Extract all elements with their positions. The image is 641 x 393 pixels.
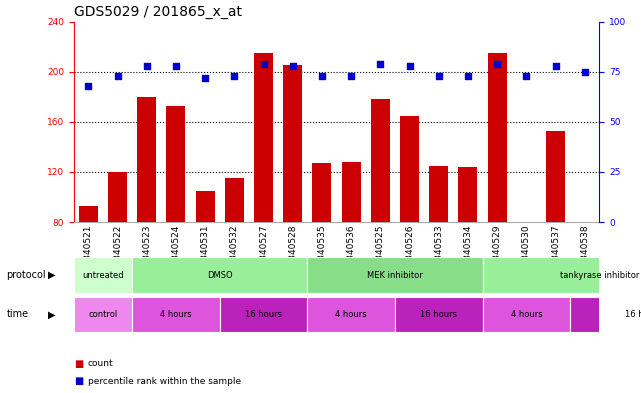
Bar (400, 116, 419, 222)
Bar (132, 257, 307, 293)
Point (463, 73, 473, 79)
Point (346, 73, 356, 79)
Bar (342, 162, 361, 222)
Bar (488, 53, 506, 222)
Text: control: control (88, 310, 117, 319)
Point (258, 61, 269, 67)
Bar (429, 166, 448, 222)
Point (579, 68, 590, 75)
Text: ■: ■ (74, 358, 83, 369)
Text: count: count (88, 359, 113, 368)
Point (404, 62, 415, 69)
Text: 16 hours: 16 hours (420, 310, 457, 319)
Point (492, 61, 503, 67)
Text: MEK inhibitor: MEK inhibitor (367, 271, 423, 279)
Text: ▶: ▶ (48, 270, 56, 280)
Point (521, 73, 531, 79)
Point (200, 75, 210, 81)
Text: untreated: untreated (82, 271, 124, 279)
Bar (108, 172, 127, 222)
Point (288, 62, 298, 69)
Bar (483, 297, 570, 332)
Text: percentile rank within the sample: percentile rank within the sample (88, 377, 241, 386)
Text: 16 hours: 16 hours (245, 310, 282, 319)
Text: time: time (6, 309, 29, 320)
Text: protocol: protocol (6, 270, 46, 280)
Text: 16 hours: 16 hours (624, 310, 641, 319)
Bar (137, 97, 156, 222)
Bar (74, 297, 132, 332)
Bar (570, 297, 641, 332)
Point (433, 73, 444, 79)
Text: 4 hours: 4 hours (335, 310, 367, 319)
Point (229, 73, 240, 79)
Bar (225, 178, 244, 222)
Bar (167, 106, 185, 222)
Text: 4 hours: 4 hours (160, 310, 192, 319)
Bar (458, 167, 478, 222)
Bar (196, 191, 215, 222)
Bar (395, 297, 483, 332)
Bar (74, 257, 132, 293)
Point (317, 73, 327, 79)
Point (83, 83, 94, 89)
Point (375, 61, 385, 67)
Text: ▶: ▶ (48, 309, 56, 320)
Bar (371, 99, 390, 222)
Text: 4 hours: 4 hours (510, 310, 542, 319)
Bar (546, 130, 565, 222)
Text: tankyrase inhibitor: tankyrase inhibitor (560, 271, 639, 279)
Point (551, 62, 561, 69)
Bar (283, 66, 302, 222)
Point (142, 62, 152, 69)
Text: DMSO: DMSO (207, 271, 233, 279)
Text: ■: ■ (74, 376, 83, 386)
Text: GDS5029 / 201865_x_at: GDS5029 / 201865_x_at (74, 5, 242, 19)
Bar (254, 53, 273, 222)
Bar (220, 297, 307, 332)
Bar (79, 206, 98, 222)
Bar (307, 297, 395, 332)
Point (171, 62, 181, 69)
Bar (483, 257, 641, 293)
Bar (132, 297, 220, 332)
Point (112, 73, 122, 79)
Bar (312, 163, 331, 222)
Bar (307, 257, 483, 293)
